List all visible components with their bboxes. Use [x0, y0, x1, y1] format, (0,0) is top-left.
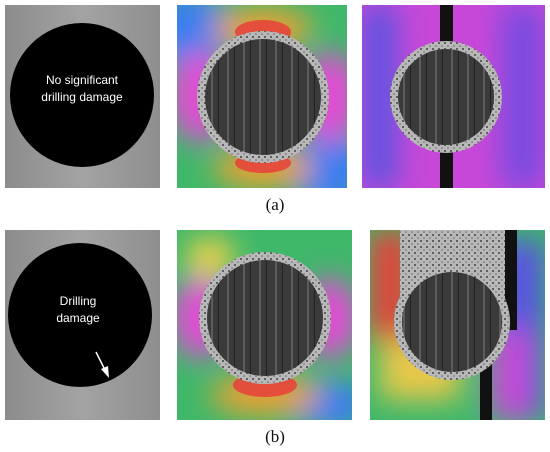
- hole: [8, 243, 152, 387]
- arrow-head: [101, 366, 109, 378]
- hole: [10, 23, 154, 167]
- panel-label: (a): [266, 195, 285, 214]
- panel-label: (b): [265, 427, 285, 446]
- panel-b-photo: Drilling damage: [5, 230, 160, 420]
- annotation: Drilling: [60, 294, 97, 308]
- annotation: damage: [56, 311, 100, 325]
- panel-a-strain: [177, 5, 347, 188]
- panel-b-strain: [177, 230, 352, 420]
- panel-a-photo: No significant drilling damage: [5, 5, 160, 188]
- panel-a-strain-2: [362, 5, 545, 188]
- annotation: drilling damage: [41, 90, 123, 104]
- annotation: No significant: [46, 73, 119, 87]
- panel-b-strain-2: [370, 230, 545, 420]
